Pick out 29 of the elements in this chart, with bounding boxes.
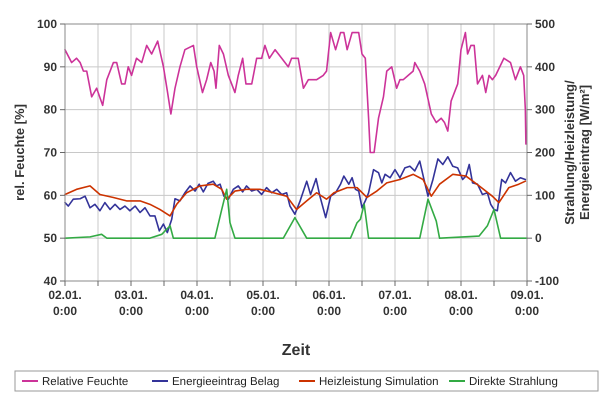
x-tick-label: 05.01. 0:00 xyxy=(246,288,280,318)
x-tick-label: 08.01. 0:00 xyxy=(444,288,478,318)
x-tick-label: 02.01. 0:00 xyxy=(48,288,82,318)
legend-label: Energieeintrag Belag xyxy=(172,376,280,388)
y2-tick-label: 300 xyxy=(535,102,556,117)
x-tick-label: 04.01. 0:00 xyxy=(180,288,214,318)
y-tick-label: 50 xyxy=(44,231,58,246)
y-tick-label: 40 xyxy=(44,274,58,288)
y2-tick-label: 200 xyxy=(535,146,556,160)
y-tick-label: 90 xyxy=(44,60,58,74)
x-tick-label: 03.01. 0:00 xyxy=(114,288,148,318)
y-tick-label: 100 xyxy=(36,17,58,31)
x-tick-label: 07.01. 0:00 xyxy=(378,288,412,318)
y-tick-label: 80 xyxy=(44,102,58,117)
x-axis-title: Zeit xyxy=(282,342,311,359)
y2-axis-title: Strahlung/Heizleistung/ Energieeintrag [W/m²] xyxy=(562,80,592,225)
y2-tick-label: 100 xyxy=(535,188,556,202)
y2-tick-label: 400 xyxy=(535,60,556,74)
y-axis-title: rel. Feuchte [%] xyxy=(12,104,27,201)
y-tick-label: 70 xyxy=(44,146,58,160)
y-tick-label: 60 xyxy=(44,188,58,202)
y2-tick-label: -100 xyxy=(535,274,560,288)
y2-tick-label: 0 xyxy=(535,231,542,246)
legend-label: Relative Feuchte xyxy=(42,376,128,388)
x-tick-label: 06.01. 0:00 xyxy=(312,288,346,318)
legend-label: Heizleistung Simulation xyxy=(319,376,439,388)
y2-tick-label: 500 xyxy=(535,17,556,31)
legend-label: Direkte Strahlung xyxy=(469,376,558,388)
x-tick-label: 09.01. 0:00 xyxy=(510,288,544,318)
